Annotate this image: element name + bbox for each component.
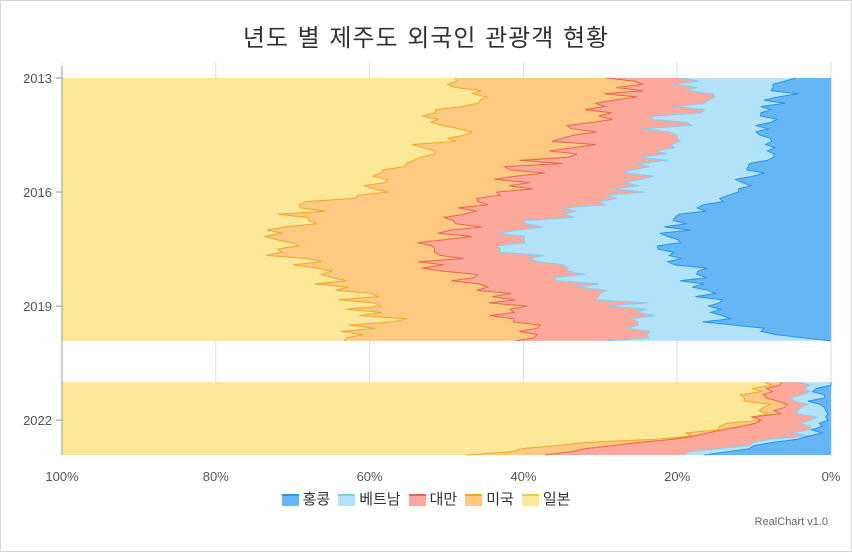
x-tick-label: 0% bbox=[822, 469, 841, 484]
legend-item-대만[interactable]: 대만 bbox=[408, 488, 458, 509]
legend-label: 홍콩 bbox=[302, 490, 331, 508]
line-홍콩 bbox=[656, 77, 832, 342]
line-베트남 bbox=[683, 381, 819, 456]
x-tick-label: 80% bbox=[203, 469, 229, 484]
area-일본 bbox=[62, 382, 773, 455]
line-대만 bbox=[545, 381, 788, 456]
area-미국 bbox=[264, 78, 643, 341]
y-tick-label: 2013 bbox=[23, 71, 52, 86]
chart-title: 년도 별 제주도 외국인 관광객 현황 bbox=[242, 24, 610, 52]
area-대만 bbox=[545, 382, 817, 455]
x-tick-label: 20% bbox=[664, 469, 690, 484]
area-베트남 bbox=[683, 382, 831, 455]
legend-label: 베트남 bbox=[359, 490, 401, 508]
legend-item-미국[interactable]: 미국 bbox=[465, 488, 514, 509]
x-tick-label: 100% bbox=[45, 469, 79, 484]
area-대만 bbox=[417, 78, 715, 341]
legend-item-베트남[interactable]: 베트남 bbox=[338, 488, 401, 509]
line-미국 bbox=[264, 77, 489, 342]
legend-swatch bbox=[408, 493, 426, 506]
y-tick-label: 2016 bbox=[23, 185, 52, 200]
y-tick-label: 2022 bbox=[23, 413, 52, 428]
line-홍콩 bbox=[704, 382, 832, 456]
legend-label: 대만 bbox=[429, 490, 458, 508]
x-tick-label: 60% bbox=[357, 469, 383, 484]
credit-label: RealChart v1.0 bbox=[754, 516, 828, 528]
area-일본 bbox=[62, 78, 487, 341]
legend-swatch bbox=[521, 493, 539, 506]
legend: 홍콩 베트남 대만 미국 일본 bbox=[0, 488, 852, 509]
x-tick-label: 40% bbox=[510, 469, 536, 484]
legend-swatch bbox=[338, 493, 356, 506]
legend-item-일본[interactable]: 일본 bbox=[521, 488, 571, 509]
line-베트남 bbox=[495, 77, 716, 342]
legend-swatch bbox=[465, 493, 483, 506]
legend-item-홍콩[interactable]: 홍콩 bbox=[281, 488, 331, 509]
legend-label: 미국 bbox=[486, 490, 514, 508]
y-tick-label: 2019 bbox=[23, 299, 52, 314]
legend-swatch bbox=[281, 493, 299, 506]
line-대만 bbox=[417, 77, 645, 342]
area-홍콩 bbox=[704, 382, 831, 455]
legend-label: 일본 bbox=[542, 490, 571, 508]
